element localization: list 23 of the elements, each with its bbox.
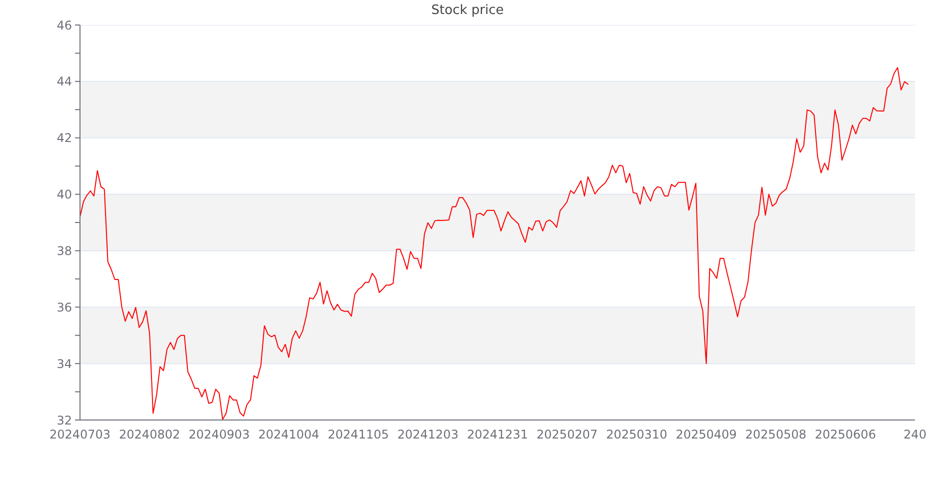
x-tick-label: 20240703 <box>49 428 111 442</box>
x-tick-label: 20241203 <box>397 428 458 442</box>
x-tick-label: 20241004 <box>258 428 320 442</box>
y-tick-label: 44 <box>56 74 72 89</box>
x-tick-label: 20250207 <box>536 428 598 442</box>
chart-title: Stock price <box>430 3 505 18</box>
y-tick-label: 38 <box>56 244 72 258</box>
x-tick-label: 20240903 <box>188 428 250 442</box>
y-tick-label: 34 <box>56 356 72 371</box>
line-series <box>80 67 909 420</box>
y-tick-label: 40 <box>56 188 72 202</box>
x-tick-label: 240 <box>904 428 926 442</box>
x-tick-label: 20240802 <box>119 428 180 442</box>
y-tick-label: 42 <box>56 131 72 146</box>
x-tick-label: 20241231 <box>466 428 528 442</box>
y-tick-label: 46 <box>56 18 72 32</box>
x-tick-label: 20250606 <box>814 428 876 442</box>
x-tick-label: 20250409 <box>676 428 737 442</box>
y-tick-label: 32 <box>56 413 72 428</box>
x-tick-label: 20241105 <box>328 428 389 442</box>
x-tick-label: 20250508 <box>745 428 806 442</box>
y-tick-label: 36 <box>56 300 72 314</box>
x-tick-label: 20250310 <box>606 428 668 442</box>
